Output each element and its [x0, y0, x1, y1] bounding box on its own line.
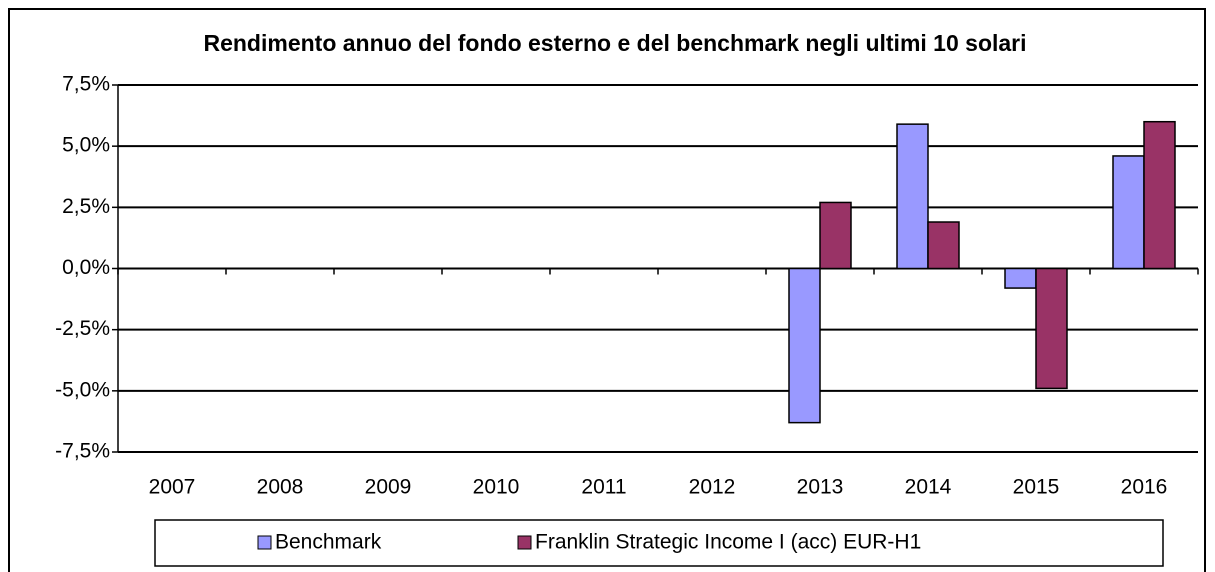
- chart-title: Rendimento annuo del fondo esterno e del…: [203, 30, 1026, 56]
- y-tick-label: -2,5%: [55, 317, 110, 340]
- y-tick-label: 0,0%: [62, 256, 110, 279]
- y-tick-label: -7,5%: [55, 440, 110, 463]
- x-tick-label: 2013: [797, 476, 844, 499]
- y-tick-label: 2,5%: [62, 195, 110, 218]
- x-tick-label: 2014: [905, 476, 952, 499]
- y-tick-label: 7,5%: [62, 73, 110, 96]
- bar: [1112, 155, 1145, 270]
- legend-swatch: [257, 535, 272, 550]
- legend-box: [154, 519, 1164, 567]
- x-tick-label: 2012: [689, 476, 736, 499]
- bar: [927, 221, 960, 270]
- chart-border: [8, 8, 1206, 572]
- x-tick-label: 2010: [473, 476, 520, 499]
- y-tick-label: -5,0%: [55, 378, 110, 401]
- x-tick-label: 2009: [365, 476, 412, 499]
- bar: [1035, 267, 1068, 390]
- legend-label: Franklin Strategic Income I (acc) EUR-H1: [535, 531, 921, 554]
- legend-label: Benchmark: [275, 531, 382, 554]
- y-tick-label: 5,0%: [62, 134, 110, 157]
- bar: [819, 201, 852, 270]
- x-tick-label: 2011: [581, 476, 626, 499]
- bar: [896, 123, 929, 270]
- legend-swatch: [517, 535, 532, 550]
- bar: [1143, 120, 1176, 270]
- x-tick-label: 2016: [1121, 476, 1168, 499]
- x-tick-label: 2007: [149, 476, 196, 499]
- bar: [1004, 267, 1037, 289]
- bar: [788, 267, 821, 424]
- x-tick-label: 2008: [257, 476, 304, 499]
- x-tick-label: 2015: [1013, 476, 1060, 499]
